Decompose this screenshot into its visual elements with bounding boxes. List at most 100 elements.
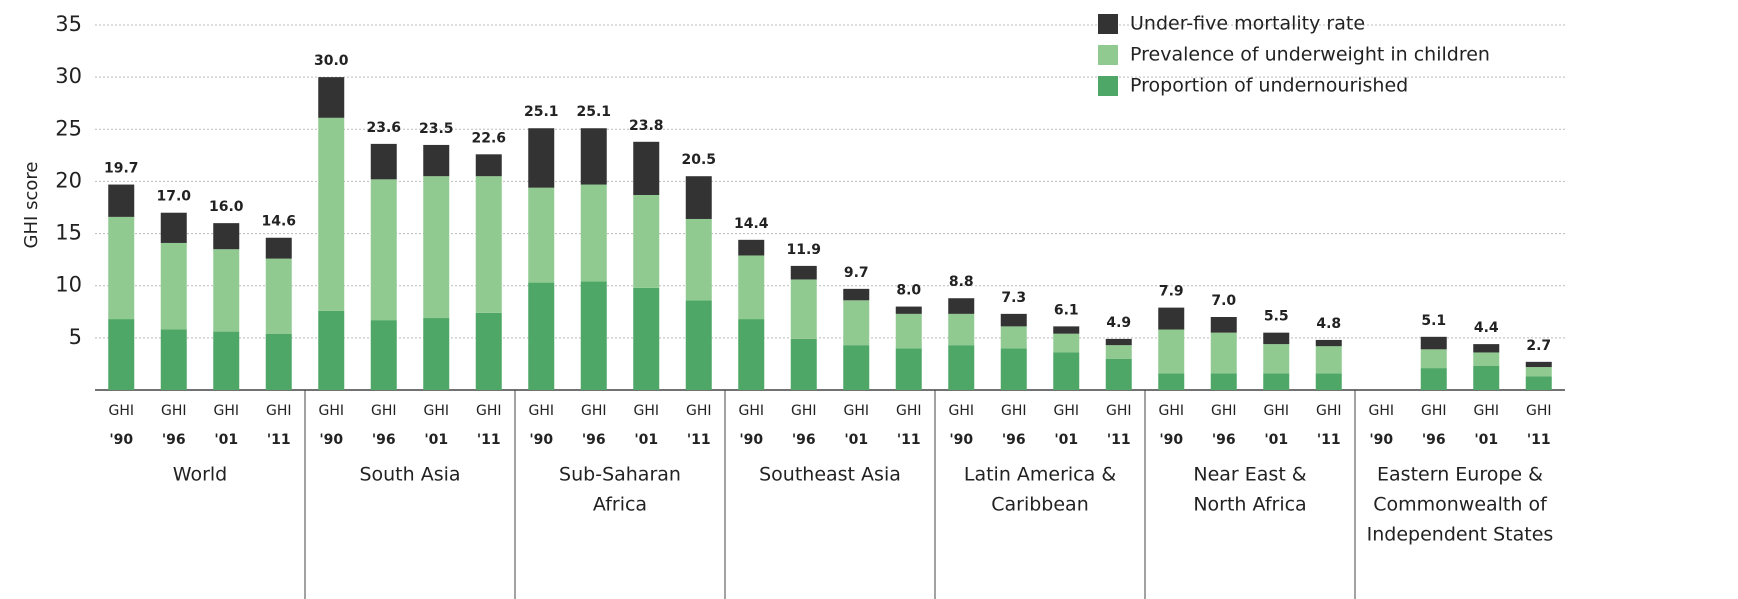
bar-segment — [843, 288, 870, 301]
bar-segment — [475, 176, 502, 313]
x-tick-label: '96 — [1422, 432, 1446, 448]
total-label: 23.8 — [629, 118, 664, 134]
x-tick-label: '01 — [424, 432, 448, 448]
x-tick-label: '96 — [792, 432, 816, 448]
bar-segment — [1053, 333, 1080, 353]
total-label: 25.1 — [576, 104, 611, 120]
group-label: Latin America & — [964, 464, 1116, 486]
x-tick-label: GHI — [161, 403, 187, 419]
total-label: 23.5 — [419, 121, 454, 137]
total-label: 5.5 — [1264, 309, 1289, 325]
group-label: Caribbean — [991, 494, 1089, 516]
x-tick-label: '11 — [267, 432, 291, 448]
x-tick-label: '11 — [1317, 432, 1341, 448]
total-label: 4.8 — [1316, 316, 1341, 332]
bar-segment — [1158, 307, 1185, 330]
total-label: 16.0 — [209, 199, 244, 215]
x-tick-label: GHI — [686, 403, 712, 419]
bar-segment — [895, 306, 922, 314]
bar-segment — [1315, 373, 1342, 390]
x-tick-label: GHI — [843, 403, 869, 419]
y-tick-label: 15 — [55, 221, 82, 245]
bar-segment — [423, 318, 450, 390]
x-tick-label: GHI — [423, 403, 449, 419]
total-label: 2.7 — [1526, 338, 1551, 354]
bar-segment — [948, 313, 975, 346]
total-label: 8.8 — [949, 274, 974, 290]
bar-segment — [738, 319, 765, 390]
x-tick-label: '90 — [1369, 432, 1393, 448]
bar-segment — [1263, 344, 1290, 374]
total-label: 22.6 — [471, 130, 506, 146]
bar-segment — [160, 329, 187, 390]
total-label: 4.4 — [1474, 320, 1499, 336]
group-label: World — [173, 464, 227, 486]
bar-segment — [1315, 339, 1342, 347]
total-label: 14.4 — [734, 216, 769, 232]
bar-segment — [633, 287, 660, 390]
group-label: Southeast Asia — [759, 464, 901, 486]
x-tick-label: GHI — [318, 403, 344, 419]
x-tick-label: '90 — [739, 432, 763, 448]
x-tick-label: '90 — [109, 432, 133, 448]
bar-segment — [160, 212, 187, 243]
legend-swatch — [1098, 14, 1118, 34]
bar-segment — [1000, 326, 1027, 349]
x-tick-label: '90 — [949, 432, 973, 448]
total-label: 23.6 — [366, 120, 401, 136]
x-tick-label: '90 — [1159, 432, 1183, 448]
bar-segment — [843, 300, 870, 346]
bar-segment — [370, 143, 397, 180]
total-label: 19.7 — [104, 161, 139, 177]
bar-segment — [108, 184, 135, 217]
bar-segment — [895, 313, 922, 349]
x-tick-label: GHI — [1368, 403, 1394, 419]
legend-label: Under-five mortality rate — [1130, 13, 1365, 35]
x-tick-label: GHI — [1263, 403, 1289, 419]
x-tick-label: GHI — [1473, 403, 1499, 419]
bar-segment — [1420, 368, 1447, 390]
total-label: 30.0 — [314, 53, 349, 69]
x-tick-label: '01 — [1054, 432, 1078, 448]
bar-segment — [948, 298, 975, 314]
total-label: 14.6 — [261, 214, 296, 230]
bar-segment — [475, 154, 502, 177]
x-tick-label: '01 — [214, 432, 238, 448]
total-label: 7.0 — [1211, 293, 1236, 309]
bar-segment — [265, 237, 292, 259]
x-tick-label: GHI — [581, 403, 607, 419]
bar-segment — [1210, 317, 1237, 333]
bar-segment — [895, 348, 922, 390]
y-tick-label: 20 — [55, 168, 82, 192]
legend-swatch — [1098, 76, 1118, 96]
bar-segment — [1053, 326, 1080, 334]
x-tick-label: GHI — [896, 403, 922, 419]
x-tick-label: GHI — [108, 403, 134, 419]
x-tick-label: '01 — [1264, 432, 1288, 448]
total-label: 25.1 — [524, 104, 559, 120]
x-tick-label: '01 — [634, 432, 658, 448]
y-tick-label: 25 — [55, 116, 82, 140]
x-tick-label: '96 — [162, 432, 186, 448]
bar-segment — [1105, 338, 1132, 346]
bar-segment — [213, 223, 240, 250]
bar-segment — [1263, 373, 1290, 390]
bar-segment — [318, 77, 345, 118]
total-label: 11.9 — [786, 242, 821, 258]
bar-segment — [1525, 367, 1552, 377]
bar-segment — [1158, 329, 1185, 374]
y-tick-label: 10 — [55, 273, 82, 297]
bar-segment — [370, 320, 397, 390]
group-label: Sub-Saharan — [559, 464, 681, 486]
bar-segment — [685, 176, 712, 219]
x-tick-label: '90 — [529, 432, 553, 448]
x-tick-label: '96 — [1002, 432, 1026, 448]
bar-segment — [213, 249, 240, 332]
bar-segment — [1420, 336, 1447, 350]
total-label: 6.1 — [1054, 302, 1079, 318]
x-tick-label: GHI — [1053, 403, 1079, 419]
bar-segment — [1473, 352, 1500, 367]
bar-segment — [423, 176, 450, 319]
bar-segment — [160, 242, 187, 330]
bar-segment — [790, 338, 817, 390]
